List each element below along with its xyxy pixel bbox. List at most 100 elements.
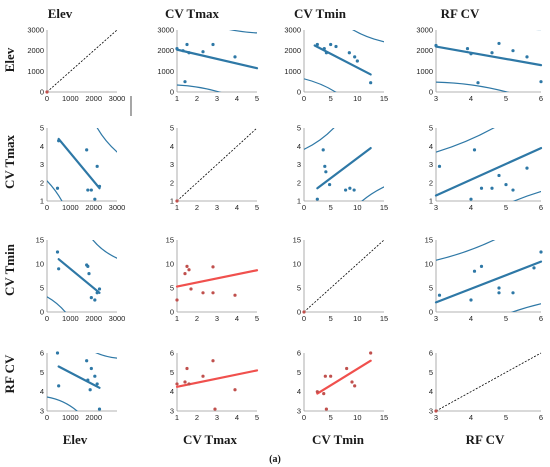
x-tick-label: 1000	[62, 413, 79, 422]
panel-cv-tmin-vs-rf-cv: 3 4 5 6 0 5 10 15	[425, 236, 543, 324]
data-point	[87, 272, 91, 276]
confidence-curves	[47, 240, 117, 312]
x-tick-label: 5	[504, 203, 508, 212]
y-tick-label: 0	[40, 88, 44, 97]
x-tick-label: 4	[469, 314, 473, 323]
x-tick-label: 3	[434, 314, 438, 323]
data-point	[185, 366, 189, 371]
data-point	[315, 197, 319, 201]
y-tick-label: 0	[170, 88, 174, 97]
x-tick-label: 3000	[109, 314, 126, 323]
y-tick-label: 1	[297, 197, 301, 206]
y-tick-label: 0	[429, 308, 433, 317]
data-point	[334, 44, 338, 49]
data-point	[175, 382, 179, 386]
confidence-curve	[92, 240, 117, 259]
data-point	[532, 266, 536, 270]
data-point	[369, 81, 373, 85]
data-point	[353, 384, 357, 388]
y-tick-label: 3000	[416, 26, 433, 35]
x-tick-label: 0	[302, 94, 306, 103]
x-tick-label: 2	[195, 94, 199, 103]
row-title-1: Elev	[2, 47, 17, 72]
row-title-4: RF CV	[2, 354, 17, 393]
data-point	[329, 42, 333, 47]
confidence-curve	[361, 186, 384, 201]
data-point	[187, 382, 191, 386]
x-tick-label: 6	[539, 94, 543, 103]
x-tick-label: 3	[434, 94, 438, 103]
y-tick-label: 3	[170, 160, 174, 169]
x-tick-label: 4	[235, 314, 239, 323]
y-tick-label: 2	[40, 178, 44, 187]
x-tick-label: 5	[329, 413, 333, 422]
figure-titles: Elev CV Tmax CV Tmin RF CV Elev CV Tmax …	[2, 6, 505, 465]
data-point	[86, 378, 90, 382]
x-tick-label: 1	[175, 203, 179, 212]
data-point	[201, 374, 205, 378]
y-tick-label: 3	[297, 160, 301, 169]
y-tick-label: 2000	[27, 46, 44, 55]
x-tick-label: 6	[539, 203, 543, 212]
data-point	[322, 47, 326, 51]
confidence-curve	[47, 180, 63, 201]
data-point	[350, 380, 354, 384]
diagonal-reference-line	[303, 239, 385, 313]
confidence-curves	[436, 128, 541, 201]
confidence-curve	[177, 84, 222, 92]
y-tick-label: 5	[297, 124, 301, 133]
y-tick-label: 15	[425, 236, 433, 245]
y-tick-label: 2000	[416, 46, 433, 55]
y-tick-label: 2000	[157, 46, 174, 55]
confidence-curve	[96, 128, 117, 153]
y-tick-label: 6	[297, 349, 301, 358]
data-point	[344, 188, 348, 192]
y-tick-label: 6	[40, 349, 44, 358]
data-point	[95, 382, 99, 386]
confidence-curve	[304, 78, 337, 92]
x-tick-label: 4	[469, 94, 473, 103]
y-tick-label: 3	[297, 407, 301, 416]
x-tick-label: 10	[353, 94, 361, 103]
y-tick-label: 1000	[416, 67, 433, 76]
data-point	[465, 47, 470, 51]
y-tick-label: 3000	[157, 26, 174, 35]
x-tick-label: 5	[255, 94, 259, 103]
data-point	[476, 81, 480, 85]
diagonal-reference-line	[435, 352, 542, 412]
y-tick-label: 10	[36, 260, 44, 269]
data-point	[185, 42, 189, 47]
data-point	[211, 291, 215, 295]
x-tick-label: 2	[195, 203, 199, 212]
y-tick-label: 4	[429, 142, 433, 151]
diagonal-reference-line	[46, 29, 118, 93]
y-tick-label: 4	[429, 387, 433, 396]
data-point	[181, 49, 185, 53]
confidence-curves	[47, 128, 117, 201]
data-point	[57, 267, 61, 271]
data-point	[348, 186, 352, 190]
data-point	[497, 173, 501, 178]
data-point	[85, 148, 89, 152]
data-point	[85, 359, 89, 363]
regression-line	[57, 365, 101, 389]
data-point	[175, 298, 179, 302]
x-tick-label: 3	[215, 203, 219, 212]
x-tick-label: 4	[469, 413, 473, 422]
data-point	[185, 264, 189, 268]
y-tick-label: 5	[40, 368, 44, 377]
panel-rf-cv-vs-cv-tmax: 1 2 3 4 5 3 4 5 6	[170, 349, 259, 423]
y-tick-label: 1000	[284, 67, 301, 76]
data-point	[469, 52, 473, 56]
y-tick-label: 3000	[284, 26, 301, 35]
confidence-curve	[95, 353, 117, 359]
data-point	[175, 47, 179, 51]
panel-cv-tmax-vs-cv-tmin: 0 5 10 15 1 2 3 4 5	[297, 124, 388, 213]
x-tick-label: 5	[504, 94, 508, 103]
x-tick-label: 4	[235, 203, 239, 212]
x-tick-label: 2	[195, 314, 199, 323]
row-title-2: CV Tmax	[2, 134, 17, 189]
data-point	[89, 188, 93, 192]
confidence-curves	[177, 30, 257, 92]
data-point	[497, 41, 501, 46]
